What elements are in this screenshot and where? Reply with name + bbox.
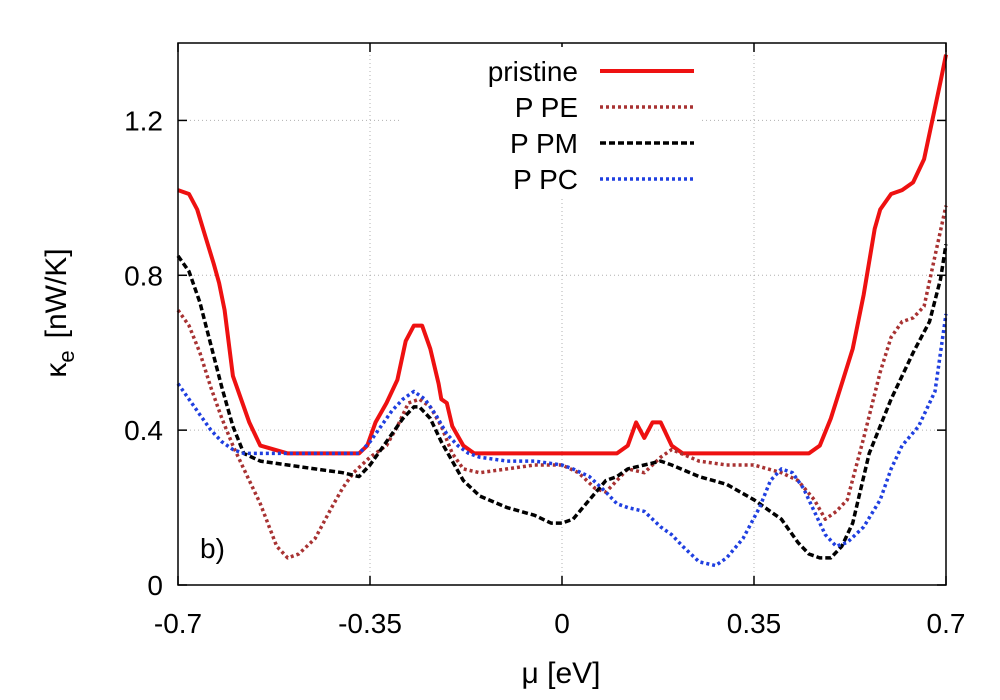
series-line-p-pm: [176, 244, 948, 560]
y-axis-label-symbol: κ: [40, 362, 73, 378]
y-tick-label: 0.4: [124, 415, 163, 446]
x-tick-label: -0.7: [154, 608, 202, 639]
legend-label-pristine: pristine: [488, 56, 578, 87]
legend-label-p-pm: P PM: [510, 128, 578, 159]
legend: pristine P PE P PM P PC: [400, 47, 700, 197]
legend-label-p-pc: P PC: [513, 164, 578, 195]
plot-series: [176, 54, 948, 568]
panel-annotation: b): [200, 533, 225, 564]
x-tick-label: 0: [554, 608, 570, 639]
y-tick-label: 0: [147, 570, 163, 601]
x-tick-label: 0.35: [727, 608, 782, 639]
y-tick-label: 1.2: [124, 105, 163, 136]
x-tick-label: 0.7: [927, 608, 966, 639]
y-axis-label: κe [nW/K]: [40, 248, 79, 377]
axis-ticks: -0.7 -0.35 0 0.35 0.7 0 0.4 0.8 1.2: [124, 43, 965, 639]
x-tick-label: -0.35: [338, 608, 402, 639]
series-line-p-pe: [176, 205, 948, 560]
x-axis-label: μ [eV]: [522, 657, 601, 690]
legend-label-p-pe: P PE: [515, 92, 578, 123]
y-axis-label-unit: [nW/K]: [40, 248, 73, 338]
y-tick-label: 0.8: [124, 260, 163, 291]
y-axis-label-subscript: e: [54, 350, 79, 362]
series-line-p-pc: [176, 313, 948, 568]
series-line-pristine: [177, 54, 948, 456]
